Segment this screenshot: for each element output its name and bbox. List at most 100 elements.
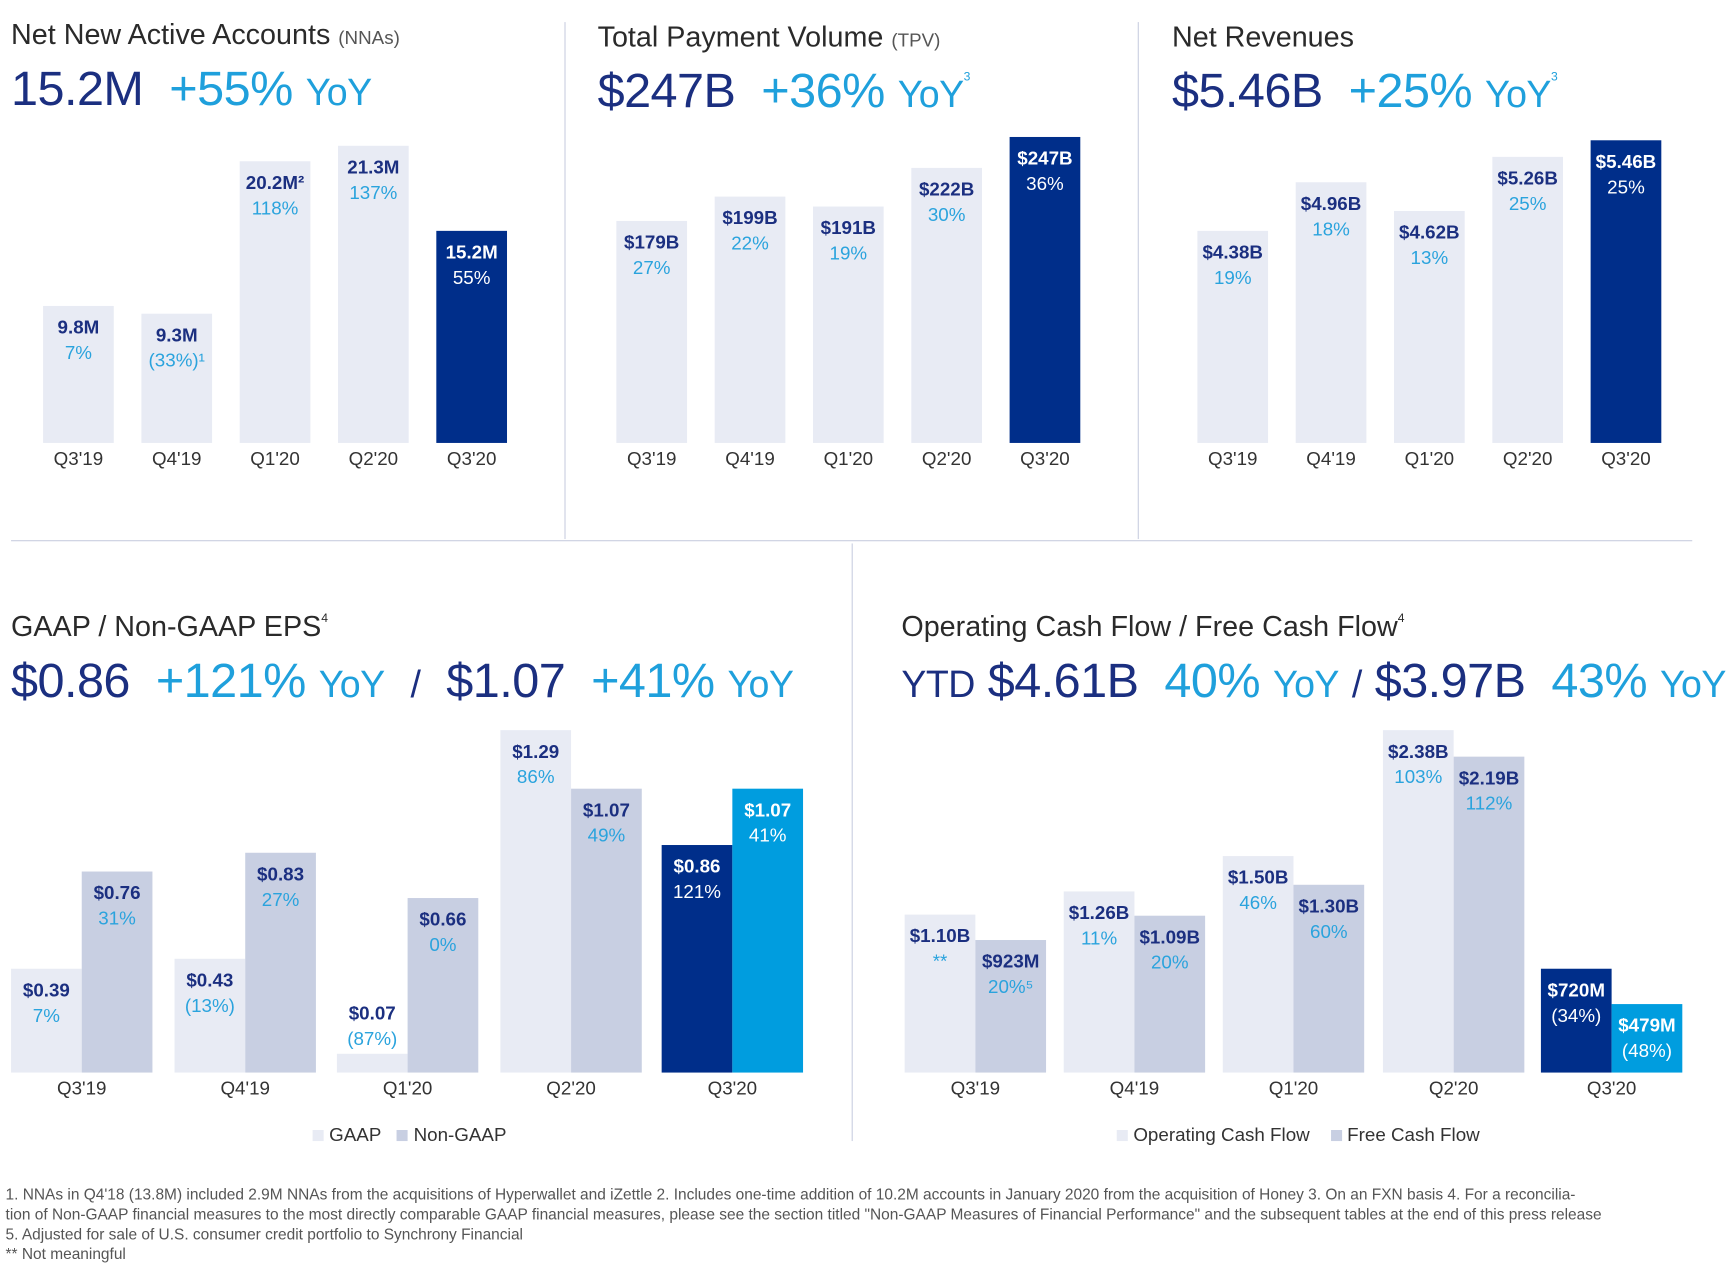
x-tick-label: Q3'20 xyxy=(1586,1078,1637,1100)
eps-title-text: GAAP / Non-GAAP EPS xyxy=(11,609,322,643)
bar-value-label: $1.30B xyxy=(1298,896,1360,918)
bar-value-label: $1.10B xyxy=(909,925,971,947)
bar-eps-b xyxy=(571,788,642,1073)
bar-value-label: $4.38B xyxy=(1202,241,1264,263)
cf-fcf-yoy: 43% xyxy=(1551,653,1648,709)
bar-value-label: $0.66 xyxy=(419,908,467,930)
rev-footnote-ref: 3 xyxy=(1550,70,1558,84)
bar-nna xyxy=(436,230,508,443)
bar-growth-label: 55% xyxy=(452,267,491,289)
x-tick-label: Q2'20 xyxy=(921,448,972,470)
bar-value-label: $0.76 xyxy=(93,882,141,904)
nna-yoy-word: YoY xyxy=(305,71,372,114)
legend-nongaap: Non-GAAP xyxy=(413,1124,507,1146)
bar-value-label: 21.3M xyxy=(347,156,400,178)
legend-fcf: Free Cash Flow xyxy=(1347,1124,1480,1146)
bar-rev xyxy=(1394,210,1465,443)
x-tick-label: Q1'20 xyxy=(1404,448,1455,470)
bar-value-label: $2.19B xyxy=(1458,768,1520,790)
bar-cf-b xyxy=(1611,1003,1683,1073)
bar-growth-label: 118% xyxy=(251,197,299,219)
x-tick-label: Q3'19 xyxy=(56,1078,107,1100)
x-tick-label: Q3'20 xyxy=(1020,448,1070,470)
nna-value: 15.2M xyxy=(11,61,144,116)
x-tick-label: Q3'19 xyxy=(626,448,677,470)
bar-value-label: $222B xyxy=(918,178,975,200)
bar-value-label: $1.07 xyxy=(744,799,792,821)
bar-growth-label: (33%)¹ xyxy=(148,349,205,371)
bar-label: $479M (48%) xyxy=(1597,1012,1696,1063)
bar-growth-label: 49% xyxy=(587,825,626,847)
bar-rev xyxy=(1197,230,1269,443)
footnote-line: ** Not meaningful xyxy=(5,1244,126,1263)
bar-growth-label: 121% xyxy=(672,881,722,903)
bar-tpv xyxy=(616,221,688,443)
cf-yoy-word-2: YoY xyxy=(1659,663,1726,706)
bar-label: $1.29 86% xyxy=(486,739,585,790)
bar-value-label: $247B xyxy=(1017,148,1073,170)
eps-legend: GAAP Non-GAAP xyxy=(312,1124,507,1146)
x-tick-label: Q4'19 xyxy=(220,1078,270,1100)
cf-footnote-ref: 4 xyxy=(1397,611,1405,626)
rev-yoy: +25% xyxy=(1348,64,1473,119)
tpv-yoy-word: YoY xyxy=(897,74,964,116)
bar-label: $199B 22% xyxy=(700,205,799,256)
bar-growth-label: 86% xyxy=(516,767,555,789)
bar-cf-a xyxy=(1222,856,1294,1073)
bar-label: $1.10B ** xyxy=(890,923,989,974)
bar-cf-b xyxy=(1453,757,1525,1073)
x-tick-label: Q3'19 xyxy=(1207,448,1258,470)
eps-gaap-yoy: +121% xyxy=(155,653,306,709)
eps-footnote-ref: 4 xyxy=(321,611,329,626)
bar-growth-label: (87%) xyxy=(347,1028,398,1050)
bar-growth-label: 7% xyxy=(32,1005,60,1027)
cf-separator: / xyxy=(1351,663,1362,706)
bar-value-label: 20.2M² xyxy=(245,172,305,194)
bar-rev xyxy=(1295,182,1367,443)
tpv-title-text: Total Payment Volume xyxy=(597,19,884,54)
bar-rev xyxy=(1492,157,1564,443)
x-tick-label: Q1'20 xyxy=(823,448,874,470)
bar-label: $5.46B 25% xyxy=(1576,149,1675,200)
bar-label: $1.30B 60% xyxy=(1279,894,1378,945)
bar-value-label: $2.38B xyxy=(1388,740,1449,762)
bar-cf-a xyxy=(1063,891,1135,1073)
bar-growth-label: 103% xyxy=(1394,766,1443,788)
bar-value-label: $1.29 xyxy=(512,741,560,763)
bar-tpv xyxy=(911,167,982,443)
x-tick-label: Q3'19 xyxy=(950,1078,1001,1100)
bar-label: $1.07 49% xyxy=(557,798,656,849)
bar-label: 9.8M 7% xyxy=(29,315,128,366)
bar-label: $4.96B 18% xyxy=(1281,191,1380,242)
bar-label: $1.09B 20% xyxy=(1120,924,1219,975)
bar-value-label: 9.3M xyxy=(155,324,198,346)
bar-growth-label: 7% xyxy=(64,342,92,364)
divider xyxy=(11,540,1693,542)
x-tick-label: Q2'20 xyxy=(1502,448,1553,470)
bar-eps-b xyxy=(407,897,479,1073)
tpv-title-suffix: (TPV) xyxy=(891,29,941,51)
bar-nna xyxy=(338,145,409,443)
bar-tpv xyxy=(812,206,884,443)
bar-growth-label: (48%) xyxy=(1621,1039,1673,1061)
bar-nna xyxy=(239,161,311,443)
legend-gaap: GAAP xyxy=(329,1124,382,1146)
bar-nna xyxy=(43,306,114,443)
bar-label: $247B 36% xyxy=(995,146,1094,197)
bar-value-label: $1.50B xyxy=(1227,867,1289,889)
nna-title-suffix: (NNAs) xyxy=(338,27,400,49)
legend-swatch-gaap xyxy=(312,1130,324,1142)
bar-label: $2.38B 103% xyxy=(1369,739,1468,790)
bar-value-label: $720M xyxy=(1547,979,1605,1001)
x-tick-label: Q1'20 xyxy=(1268,1078,1319,1100)
rev-title: Net Revenues xyxy=(1172,20,1354,54)
legend-swatch-ocf xyxy=(1116,1130,1128,1142)
bar-value-label: $5.46B xyxy=(1595,151,1657,173)
legend-swatch-fcf xyxy=(1330,1130,1342,1142)
divider xyxy=(851,543,853,1142)
x-tick-label: Q4'19 xyxy=(151,448,202,470)
bar-label: 9.3M (33%)¹ xyxy=(127,322,226,373)
bar-value-label: $191B xyxy=(820,217,876,239)
eps-nongaap-value: $1.07 xyxy=(446,653,566,709)
